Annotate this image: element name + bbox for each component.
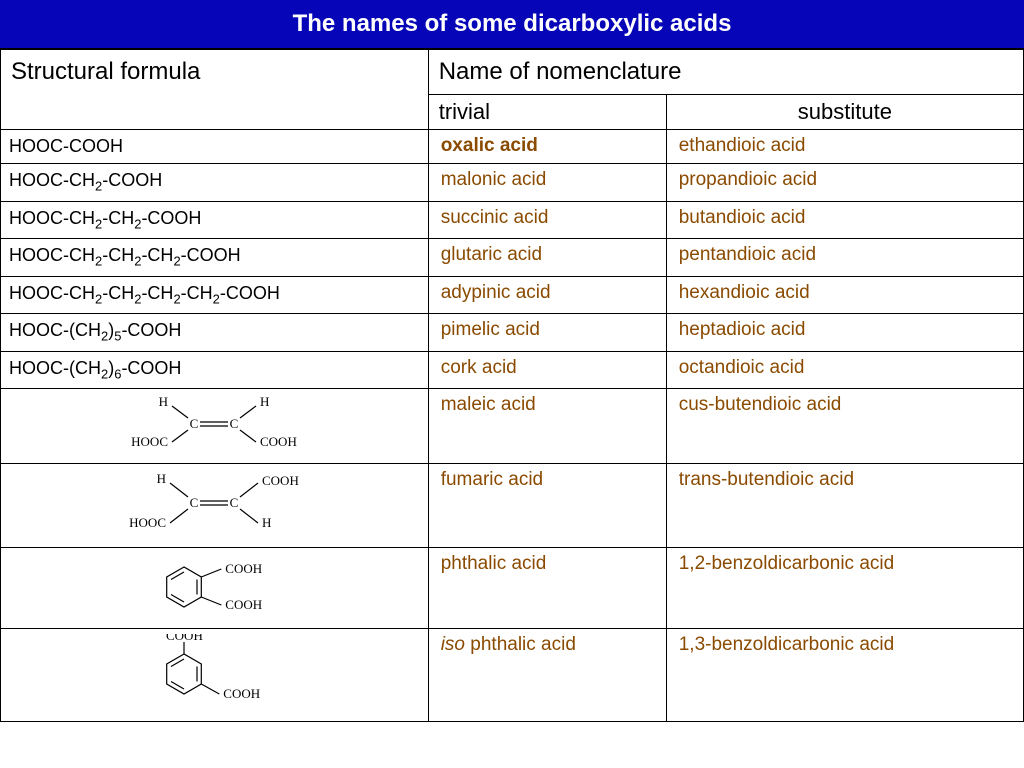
formula-cell: HOOC-COOH: [1, 130, 429, 164]
substitute-name-cell: propandioic acid: [666, 164, 1023, 201]
svg-text:H: H: [157, 471, 166, 486]
formula-cell: C C H HOOC COOH H: [1, 464, 429, 547]
svg-text:COOH: COOH: [262, 473, 299, 488]
formula-cell: HOOC-(CH2)6-COOH: [1, 351, 429, 388]
page-title: The names of some dicarboxylic acids: [0, 0, 1024, 49]
table-row: HOOC-(CH2)6-COOHcork acidoctandioic acid: [1, 351, 1024, 388]
substitute-name-cell: 1,3-benzoldicarbonic acid: [666, 629, 1023, 722]
table-row: HOOC-CH2-CH2-CH2-COOHglutaric acidpentan…: [1, 239, 1024, 276]
trivial-name-cell: oxalic acid: [428, 130, 666, 164]
substitute-name-cell: ethandioic acid: [666, 130, 1023, 164]
svg-text:H: H: [260, 394, 269, 409]
formula-cell: COOH COOH: [1, 629, 429, 722]
col-header-nomenclature: Name of nomenclature: [428, 50, 1023, 95]
substitute-name-cell: hexandioic acid: [666, 276, 1023, 313]
trivial-name-cell: phthalic acid: [428, 547, 666, 628]
svg-text:C: C: [230, 416, 239, 431]
svg-text:C: C: [190, 495, 199, 510]
svg-text:C: C: [230, 495, 239, 510]
formula-cell: COOH COOH: [1, 547, 429, 628]
table-row: HOOC-CH2-COOHmalonic acidpropandioic aci…: [1, 164, 1024, 201]
col-subheader-substitute: substitute: [666, 95, 1023, 130]
col-subheader-trivial: trivial: [428, 95, 666, 130]
fumaric-structure-icon: C C H HOOC COOH H: [114, 469, 314, 535]
table-row: HOOC-CH2-CH2-CH2-CH2-COOHadypinic acidhe…: [1, 276, 1024, 313]
svg-text:H: H: [262, 515, 271, 530]
formula-cell: HOOC-CH2-CH2-CH2-CH2-COOH: [1, 276, 429, 313]
trivial-name-cell: pimelic acid: [428, 314, 666, 351]
trivial-name-cell: succinic acid: [428, 201, 666, 238]
svg-text:COOH: COOH: [224, 686, 261, 701]
formula-cell: HOOC-CH2-COOH: [1, 164, 429, 201]
acids-table: Structural formula Name of nomenclature …: [0, 49, 1024, 722]
table-row: C C H HOOC H COOH maleic acidcus-butendioic ac…: [1, 388, 1024, 463]
trivial-name-cell: cork acid: [428, 351, 666, 388]
table-row: C C H HOOC COOH Hfumaric acidtrans-butendioic…: [1, 464, 1024, 547]
trivial-name-cell: maleic acid: [428, 388, 666, 463]
col-header-formula: Structural formula: [1, 50, 429, 130]
trivial-name-cell: fumaric acid: [428, 464, 666, 547]
trivial-name-cell: adypinic acid: [428, 276, 666, 313]
formula-cell: C C H HOOC H COOH: [1, 388, 429, 463]
trivial-name-cell: malonic acid: [428, 164, 666, 201]
table-header-row-1: Structural formula Name of nomenclature: [1, 50, 1024, 95]
maleic-structure-icon: C C H HOOC H COOH: [124, 394, 304, 452]
isophthalic-structure-icon: COOH COOH: [114, 634, 314, 710]
substitute-name-cell: octandioic acid: [666, 351, 1023, 388]
svg-text:HOOC: HOOC: [130, 515, 167, 530]
substitute-name-cell: 1,2-benzoldicarbonic acid: [666, 547, 1023, 628]
svg-text:HOOC: HOOC: [132, 434, 169, 449]
phthalic-structure-icon: COOH COOH: [114, 553, 314, 617]
table-row: COOH COOH iso phthalic acid1,3-benzoldicar…: [1, 629, 1024, 722]
svg-text:COOH: COOH: [166, 634, 203, 643]
substitute-name-cell: cus-butendioic acid: [666, 388, 1023, 463]
trivial-name-cell: glutaric acid: [428, 239, 666, 276]
table-row: HOOC-CH2-CH2-COOHsuccinic acidbutandioic…: [1, 201, 1024, 238]
table-row: COOH COOH phthalic acid1,2-benzoldicarboni…: [1, 547, 1024, 628]
trivial-name-cell: iso phthalic acid: [428, 629, 666, 722]
svg-text:H: H: [159, 394, 168, 409]
formula-cell: HOOC-(CH2)5-COOH: [1, 314, 429, 351]
substitute-name-cell: butandioic acid: [666, 201, 1023, 238]
table-row: HOOC-COOHoxalic acidethandioic acid: [1, 130, 1024, 164]
formula-cell: HOOC-CH2-CH2-CH2-COOH: [1, 239, 429, 276]
substitute-name-cell: pentandioic acid: [666, 239, 1023, 276]
svg-text:COOH: COOH: [226, 597, 263, 612]
svg-text:C: C: [190, 416, 199, 431]
svg-text:COOH: COOH: [260, 434, 297, 449]
substitute-name-cell: heptadioic acid: [666, 314, 1023, 351]
substitute-name-cell: trans-butendioic acid: [666, 464, 1023, 547]
table-row: HOOC-(CH2)5-COOHpimelic acidheptadioic a…: [1, 314, 1024, 351]
svg-text:COOH: COOH: [226, 561, 263, 576]
formula-cell: HOOC-CH2-CH2-COOH: [1, 201, 429, 238]
